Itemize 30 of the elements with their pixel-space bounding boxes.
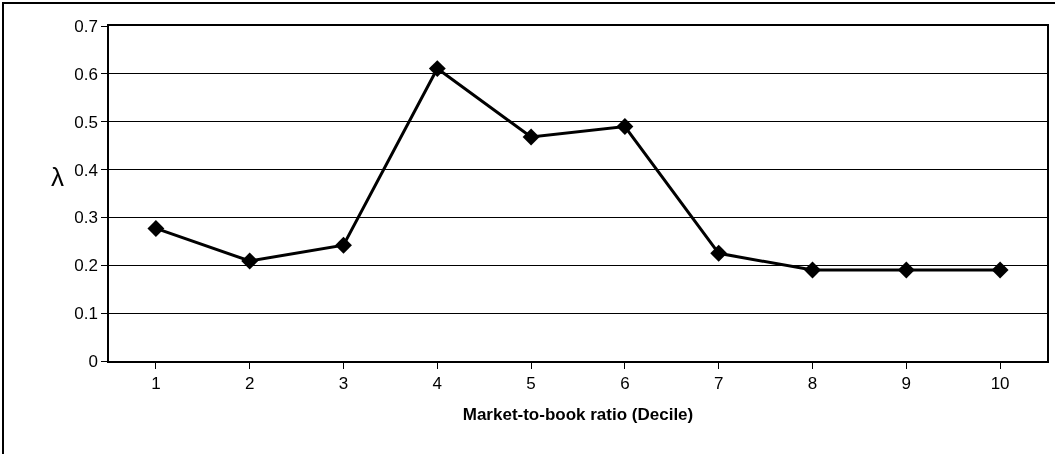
x-tick-label: 3 [338,374,349,394]
y-tick-label: 0.2 [74,256,98,276]
y-tick-label: 0 [88,351,98,371]
point [147,219,165,237]
y-tick-label: 0.6 [74,64,98,84]
point [616,118,634,135]
x-tick-label: 5 [526,374,536,394]
x-tick-label: 2 [244,374,255,394]
y-axis-title: λ [51,162,64,192]
point [241,252,259,270]
x-tick-label: 1 [151,374,161,394]
x-tick-label: 10 [990,374,1010,394]
y-tick-label: 0.3 [74,208,98,228]
x-tick-label: 8 [807,374,818,394]
point [991,261,1009,279]
y-tick-label: 0.7 [74,16,98,36]
point [897,261,915,279]
point [428,60,446,78]
x-tick-label: 6 [620,374,630,394]
x-tick-label: 9 [901,374,912,394]
y-tick-label: 0.4 [74,160,98,180]
point [335,236,352,254]
x-tick-label: 7 [713,374,724,394]
x-tick-label: 4 [432,374,443,394]
x-axis-title: Market-to-book ratio (Decile) [462,405,694,425]
y-tick-label: 0.5 [74,112,98,132]
point [804,261,821,279]
point [710,244,728,262]
y-tick-label: 0.1 [74,304,98,324]
point [522,128,540,146]
